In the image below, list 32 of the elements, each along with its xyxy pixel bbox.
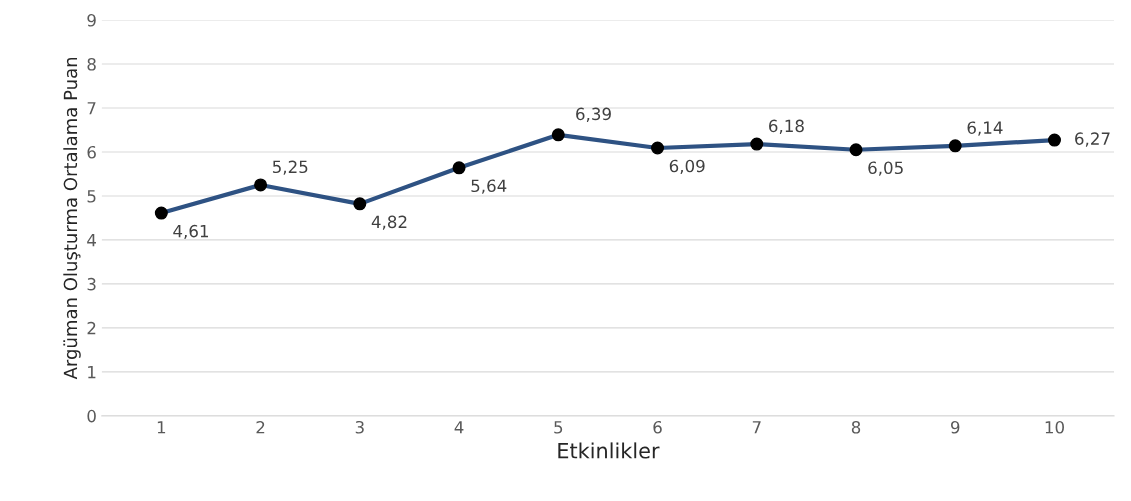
x-tick-label: 4 [454, 421, 464, 434]
x-tick-label: 5 [554, 421, 563, 434]
x-tick-label: 8 [851, 420, 861, 434]
data-label: 4,61 [173, 224, 209, 240]
x-tick-label: 1 [157, 421, 166, 434]
x-tick-label: 10 [1045, 420, 1064, 434]
data-label: 5,25 [272, 160, 308, 175]
data-label: 6,14 [967, 121, 1003, 136]
x-tick-label: 7 [752, 421, 761, 434]
x-tick-label: 3 [355, 420, 364, 434]
data-label: 6,05 [868, 161, 903, 176]
y-tick-label: 3 [87, 277, 96, 291]
y-tick-label: 9 [87, 14, 96, 27]
data-label: 5,64 [471, 179, 507, 194]
x-tick-label: 9 [951, 420, 960, 434]
y-tick-label: 7 [87, 102, 96, 115]
data-label: 6,39 [576, 107, 611, 122]
data-label: 6,18 [769, 119, 804, 134]
x-tick-label: 2 [256, 420, 265, 434]
y-tick-label: 1 [88, 366, 96, 379]
x-tick-label: 6 [653, 420, 662, 434]
x-axis-title: Etkinlikler [558, 442, 660, 459]
y-tick-label: 8 [87, 57, 96, 71]
data-label: 4,82 [371, 215, 407, 230]
data-label: 6,09 [669, 159, 705, 174]
y-tick-label: 2 [87, 321, 96, 335]
y-axis-title: Argüman Oluşturma Ortalama Puan [63, 57, 81, 380]
y-tick-label: 6 [87, 145, 96, 159]
y-tick-label: 5 [87, 190, 96, 203]
y-tick-label: 0 [87, 409, 96, 423]
data-label: 6,27 [1075, 132, 1110, 147]
y-tick-label: 4 [87, 234, 96, 247]
